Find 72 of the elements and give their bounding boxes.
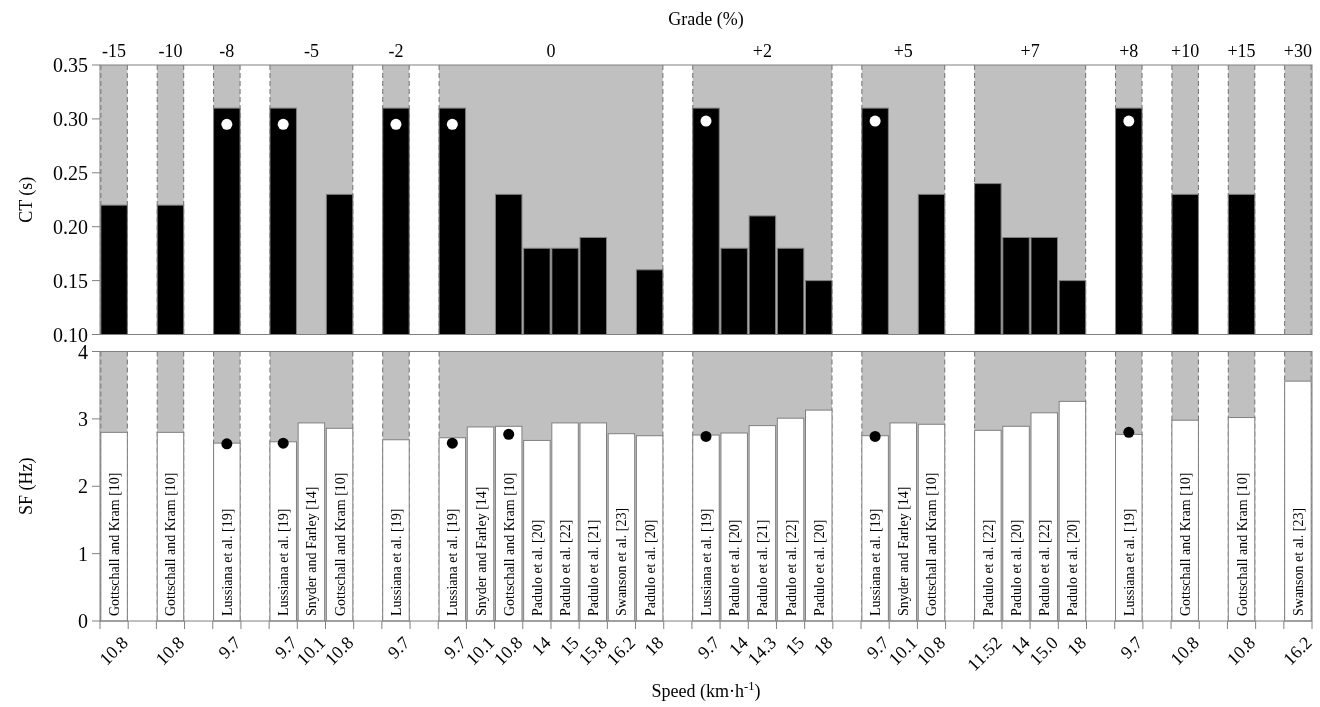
x-axis-title: Speed (km·h$^{-1}$) (651, 679, 761, 702)
y-tick-label: 0.35 (53, 54, 88, 76)
y-tick-label: 0.30 (53, 107, 88, 130)
text: +10 (1171, 41, 1200, 61)
x-tick-label: 16.2 (1279, 632, 1316, 670)
text: +8 (1119, 41, 1139, 61)
text: 0 (546, 41, 556, 61)
text: -5 (303, 41, 319, 61)
annotation: Gottschall and Kram [10] (1178, 472, 1194, 616)
annotation: Padulo et al. [21] (755, 519, 771, 616)
annotation: Snyder and Farley [14] (896, 486, 912, 616)
text: -10 (158, 41, 183, 61)
text: +30 (1283, 41, 1312, 61)
x-tick-label: 9.7 (1116, 632, 1147, 663)
annotation: Padulo et al. [22] (1037, 519, 1053, 616)
x-tick-label: 15 (781, 632, 809, 660)
annotation: Gottschall and Kram [10] (1234, 472, 1250, 616)
annotation: Padulo et al. [20] (1009, 519, 1025, 616)
text: -2 (388, 41, 404, 61)
x2-axis-title: Grade (%) (668, 9, 744, 30)
y-tick-label: 0.20 (53, 215, 88, 238)
annotation: Padulo et al. [20] (811, 519, 827, 616)
y-tick-label: 0 (78, 610, 88, 632)
annotation: Snyder and Farley [14] (304, 486, 320, 616)
annotation: Gottschall and Kram [10] (501, 472, 517, 616)
x-tick-label: 9.7 (693, 632, 724, 663)
y-tick-label: 2 (78, 475, 88, 498)
annotation: Snyder and Farley [14] (473, 486, 489, 616)
annotation: Gottschall and Kram [10] (332, 472, 348, 616)
x-tick-label: 10.8 (1222, 632, 1260, 670)
annotation: Lussiana et al. [19] (219, 508, 235, 616)
y-tick-label: 0.15 (53, 269, 88, 292)
annotation: Padulo et al. [22] (783, 519, 799, 616)
x-tick-label: 18 (640, 632, 668, 660)
y-tick-label: 0.25 (53, 161, 88, 184)
text: +5 (893, 41, 913, 61)
text: +15 (1227, 41, 1256, 61)
x-tick-label: 9.7 (383, 632, 414, 663)
text: +7 (1020, 41, 1040, 61)
text: -8 (219, 41, 235, 61)
annotation: Padulo et al. [22] (558, 519, 574, 616)
y-axis-title: SF (Hz) (16, 457, 37, 515)
annotation: Lussiana et al. [19] (276, 508, 292, 616)
annotation: Lussiana et al. [19] (1121, 508, 1137, 616)
annotation: Padulo et al. [20] (642, 519, 658, 616)
text: -15 (102, 41, 127, 61)
y-tick-label: 0.10 (53, 323, 88, 346)
annotation: Lussiana et al. [19] (388, 508, 404, 616)
x-tick-label: 18 (809, 632, 837, 660)
annotation: Gottschall and Kram [10] (107, 472, 123, 616)
y-tick-label: 1 (78, 542, 88, 565)
x-tick-label: 10.8 (151, 632, 189, 670)
x-tick-label: 18 (1063, 632, 1091, 660)
annotation: Lussiana et al. [19] (868, 508, 884, 616)
annotation: Lussiana et al. [19] (445, 508, 461, 616)
text: +2 (752, 41, 772, 61)
annotation: Padulo et al. [22] (980, 519, 996, 616)
annotation: Lussiana et al. [19] (699, 508, 714, 616)
annotation: Padulo et al. [21] (586, 519, 602, 616)
x-tick-label: 14 (527, 632, 555, 660)
annotation: Padulo et al. [20] (529, 519, 545, 616)
annotation: Gottschall and Kram [10] (163, 472, 179, 616)
x-tick-label: 10.8 (95, 632, 132, 670)
annotation: Padulo et al. [20] (1065, 519, 1081, 616)
annotation: Swanson et al. [23] (614, 507, 630, 616)
x-tick-label: 9.7 (214, 632, 245, 663)
annotation: Padulo et al. [20] (727, 519, 743, 616)
y-axis-title: CT (s) (16, 176, 37, 223)
annotation: Swanson et al. [23] (1290, 507, 1306, 616)
annotation: Gottschall and Kram [10] (924, 472, 940, 616)
y-tick-label: 3 (78, 407, 88, 430)
x-tick-label: 10.8 (1166, 632, 1203, 670)
